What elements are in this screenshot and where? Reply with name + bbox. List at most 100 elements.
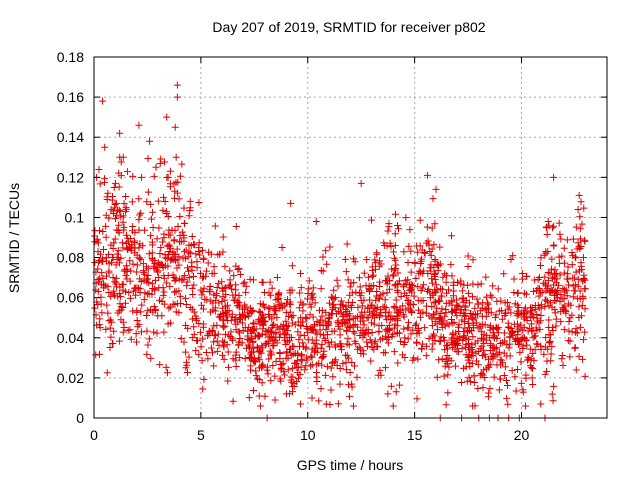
data-point (406, 226, 414, 234)
data-point (413, 330, 421, 338)
data-point (171, 301, 179, 309)
data-point (552, 290, 560, 298)
data-point (558, 355, 566, 363)
data-point (500, 270, 508, 278)
data-point (373, 303, 381, 311)
data-point (385, 285, 393, 293)
data-point (533, 327, 541, 335)
data-point (164, 213, 172, 221)
data-point (127, 267, 135, 275)
data-point (516, 348, 524, 356)
data-point (572, 328, 580, 336)
data-point (505, 303, 513, 311)
data-point (195, 199, 203, 207)
data-point (347, 279, 355, 287)
data-point (515, 325, 523, 333)
data-point (428, 345, 436, 353)
data-point (279, 321, 287, 329)
data-point (137, 255, 145, 263)
data-point (247, 304, 255, 312)
data-point (265, 333, 273, 341)
data-point (474, 300, 482, 308)
data-point (368, 272, 376, 280)
data-point (229, 355, 237, 363)
data-point (171, 187, 179, 195)
data-point (336, 380, 344, 388)
data-point (391, 230, 399, 238)
data-point (337, 297, 345, 305)
data-point (461, 303, 469, 311)
data-point (219, 233, 227, 241)
data-point (326, 400, 334, 408)
data-point (218, 297, 226, 305)
data-point (552, 269, 560, 277)
data-point (356, 283, 364, 291)
data-point (431, 220, 439, 228)
data-point (95, 258, 103, 266)
data-point (480, 346, 488, 354)
data-point (574, 275, 582, 283)
data-point (478, 320, 486, 328)
data-point (182, 246, 190, 254)
data-point (436, 243, 444, 251)
data-point (109, 274, 117, 282)
data-point (137, 328, 145, 336)
data-point (394, 359, 402, 367)
data-point (523, 272, 531, 280)
data-point (338, 319, 346, 327)
data-point (549, 327, 557, 335)
data-point (210, 263, 218, 271)
data-point (542, 333, 550, 341)
data-point (336, 364, 344, 372)
data-point (447, 232, 455, 240)
data-point (256, 364, 264, 372)
data-point (160, 193, 168, 201)
data-point (355, 274, 363, 282)
data-point (517, 321, 525, 329)
data-point (466, 359, 474, 367)
data-point (412, 321, 420, 329)
data-point (317, 267, 325, 275)
data-point (322, 326, 330, 334)
data-point (576, 225, 584, 233)
data-point (131, 284, 139, 292)
data-point (111, 235, 119, 243)
data-point (96, 227, 104, 235)
data-point (562, 286, 570, 294)
data-point (459, 337, 467, 345)
data-point (266, 313, 274, 321)
data-point (195, 351, 203, 359)
data-point (94, 301, 102, 309)
data-point (435, 337, 443, 345)
data-point (107, 316, 115, 324)
data-point (315, 359, 323, 367)
data-point (486, 346, 494, 354)
data-point (139, 242, 147, 250)
data-point (202, 349, 210, 357)
data-point (339, 360, 347, 368)
data-point (148, 241, 156, 249)
data-point (416, 268, 424, 276)
data-point (461, 343, 469, 351)
data-point (241, 313, 249, 321)
data-point (480, 366, 488, 374)
data-point (199, 335, 207, 343)
data-point (163, 209, 171, 217)
data-point (222, 290, 230, 298)
data-point (427, 251, 435, 259)
data-point (527, 364, 535, 372)
data-point (382, 304, 390, 312)
data-point (330, 286, 338, 294)
data-point (379, 334, 387, 342)
data-point (266, 278, 274, 286)
data-point (307, 326, 315, 334)
data-point (552, 322, 560, 330)
data-point (304, 290, 312, 298)
data-point (443, 351, 451, 359)
data-point (384, 390, 392, 398)
data-point (336, 325, 344, 333)
data-point (223, 313, 231, 321)
data-point (578, 220, 586, 228)
data-point (283, 348, 291, 356)
data-point (397, 337, 405, 345)
